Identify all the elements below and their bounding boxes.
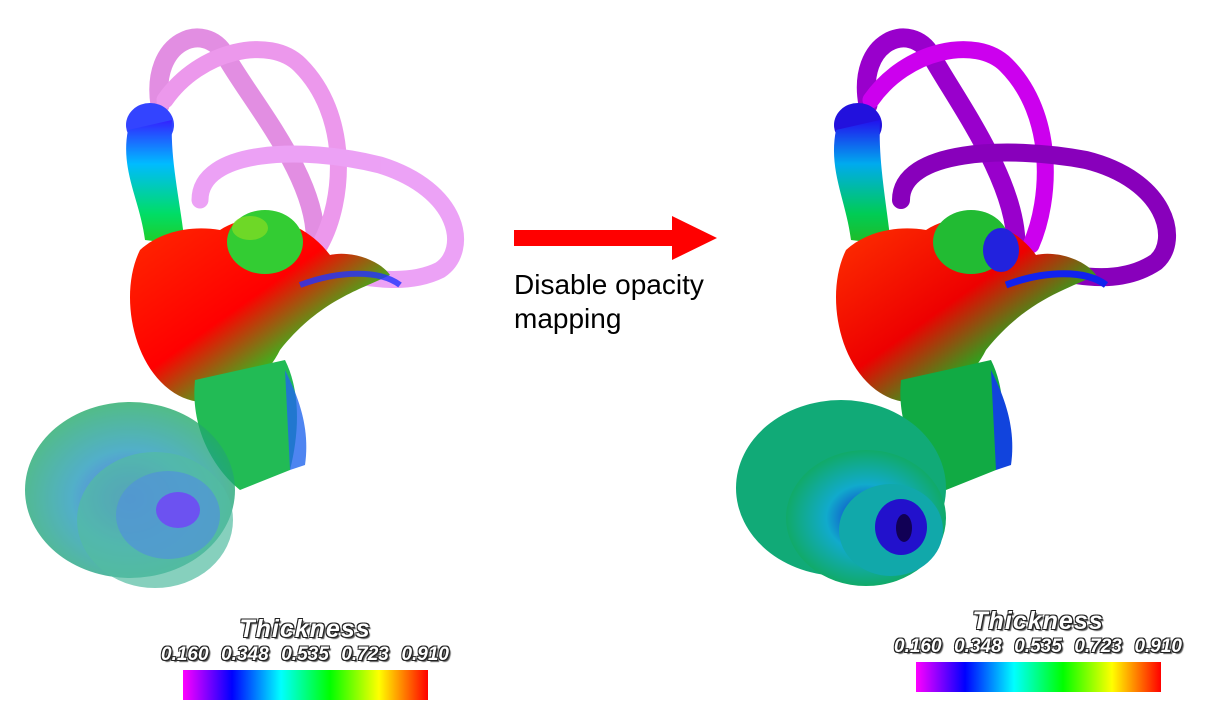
colorbar xyxy=(915,662,1161,692)
colorbar xyxy=(182,670,428,700)
legend-title: Thickness xyxy=(972,607,1104,635)
caption: Disable opacity mapping xyxy=(514,268,704,336)
legend-tick: 0.723 xyxy=(1074,636,1122,657)
legend-tick: 0.535 xyxy=(281,644,329,665)
legend-ticks: 0.160 0.348 0.535 0.723 0.910 xyxy=(888,636,1188,658)
caption-line: mapping xyxy=(514,303,622,334)
legend-tick: 0.348 xyxy=(221,644,269,665)
left-panel: Thickness 0.160 0.348 0.535 0.723 0.910 xyxy=(0,0,500,713)
caption-line: Disable opacity xyxy=(514,269,704,300)
legend-tick: 0.910 xyxy=(1134,636,1182,657)
right-panel: Thickness 0.160 0.348 0.535 0.723 0.910 xyxy=(716,0,1216,713)
legend-tick: 0.160 xyxy=(161,644,209,665)
inner-ear-render-opaque xyxy=(736,28,1177,586)
inner-ear-render-transparent xyxy=(25,28,464,588)
legend-tick: 0.723 xyxy=(341,644,389,665)
colorbar-legend: Thickness 0.160 0.348 0.535 0.723 0.910 xyxy=(888,607,1188,692)
legend-tick: 0.348 xyxy=(954,636,1002,657)
legend-ticks: 0.160 0.348 0.535 0.723 0.910 xyxy=(155,644,455,666)
colorbar-legend: Thickness 0.160 0.348 0.535 0.723 0.910 xyxy=(155,615,455,700)
legend-tick: 0.160 xyxy=(894,636,942,657)
legend-tick: 0.535 xyxy=(1014,636,1062,657)
right-arrow-icon xyxy=(514,216,717,260)
legend-tick: 0.910 xyxy=(401,644,449,665)
legend-title: Thickness xyxy=(239,615,371,643)
